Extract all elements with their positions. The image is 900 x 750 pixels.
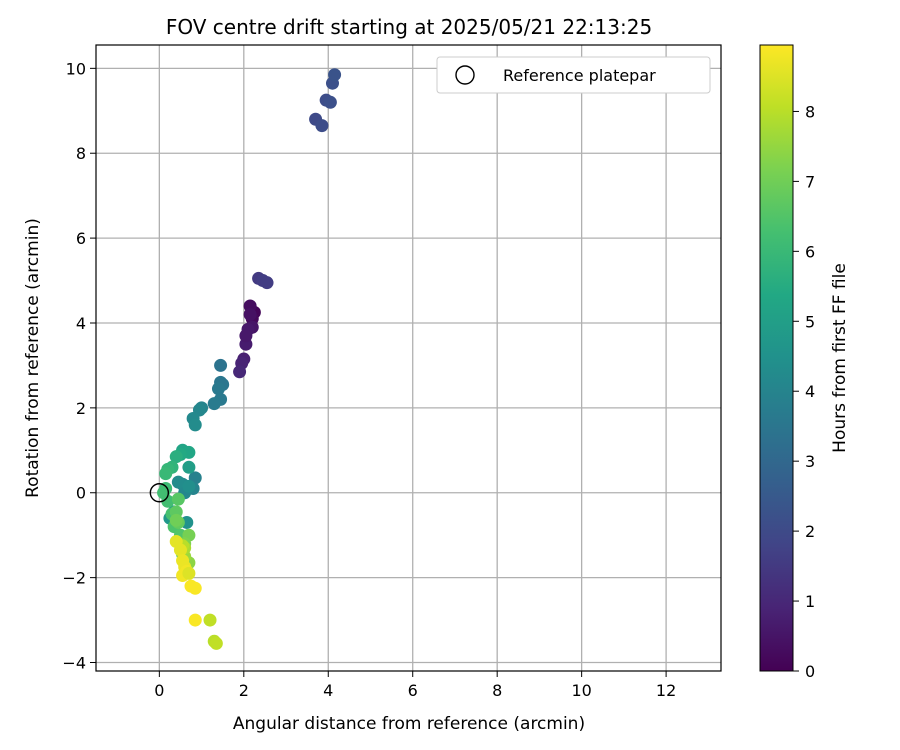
x-tick-label: 12 [656,681,676,700]
x-tick-label: 6 [408,681,418,700]
legend-marker-reference [455,65,475,85]
data-point [203,613,217,627]
x-axis-ticks: 0 2 4 6 8 10 12 [154,671,676,700]
data-points [157,68,342,650]
y-axis-label: Rotation from reference (arcmin) [23,218,43,498]
colorbar-tick-label: 0 [805,662,815,681]
y-tick-label: 0 [76,484,86,503]
y-tick-label: 8 [76,144,86,163]
data-point [209,636,223,650]
legend-label-reference: Reference platepar [503,66,656,85]
x-tick-label: 2 [239,681,249,700]
data-point [239,329,253,343]
chart-title: FOV centre drift starting at 2025/05/21 … [166,15,652,39]
data-point [207,397,221,411]
colorbar-tick-label: 4 [805,382,815,401]
data-point [214,358,228,372]
colorbar-tick-label: 2 [805,522,815,541]
colorbar [759,44,794,672]
colorbar-tick-label: 7 [805,172,815,191]
x-tick-label: 0 [154,681,164,700]
plot-frame [95,44,722,672]
y-axis-ticks: −4 −2 0 2 4 6 8 10 [62,59,96,673]
data-point [171,475,185,489]
data-point [323,95,337,109]
reference-marker [149,483,170,503]
colorbar-tick-label: 6 [805,242,815,261]
data-point [188,581,202,595]
y-tick-label: 4 [76,314,86,333]
y-tick-label: −4 [62,654,86,673]
y-tick-label: 6 [76,229,86,248]
y-tick-label: 10 [66,59,86,78]
data-point [171,492,185,506]
colorbar-tick-label: 3 [805,452,815,471]
data-point [169,513,183,527]
legend: Reference platepar [436,56,711,94]
x-tick-label: 10 [571,681,591,700]
data-point [243,307,257,321]
data-point [315,119,329,133]
data-point [260,276,274,290]
colorbar-ticks: 0 1 2 3 4 5 6 7 8 [793,102,815,681]
reference-point [149,483,170,503]
colorbar-tick-label: 1 [805,592,815,611]
data-point [159,467,173,481]
x-tick-label: 8 [492,681,502,700]
x-axis-label: Angular distance from reference (arcmin) [233,714,585,734]
y-tick-label: −2 [62,569,86,588]
y-tick-label: 2 [76,399,86,418]
data-point [188,613,202,627]
colorbar-label: Hours from first FF file [830,263,850,453]
data-point [182,566,196,580]
x-tick-label: 4 [323,681,333,700]
data-point [182,460,196,474]
data-point [233,365,247,379]
colorbar-tick-label: 8 [805,102,815,121]
data-point [328,68,342,82]
data-point [211,382,225,396]
data-point [188,418,202,432]
data-point [173,543,187,557]
colorbar-tick-label: 5 [805,312,815,331]
data-point [182,479,196,493]
data-point [169,450,183,464]
data-point [161,494,175,508]
legend-box [436,56,711,94]
